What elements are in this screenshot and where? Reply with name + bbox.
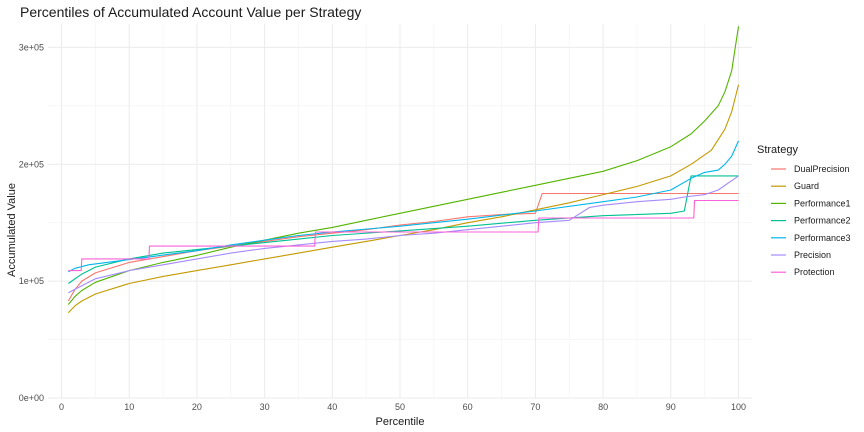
x-axis-title: Percentile [376,416,425,428]
x-tick-label: 80 [598,402,608,412]
legend-label: Performance2 [794,216,851,226]
x-tick-label: 50 [395,402,405,412]
series-layer [67,26,740,314]
series-line-dualprecision [67,192,739,302]
legend-item: Protection [771,267,835,277]
legend-label: Guard [794,181,819,191]
tick-labels: 0 10 20 30 40 50 60 70 80 90 100 0e+00 1e+05 2e+05 3e+… [19,42,746,412]
legend-label: DualPrecision [794,164,850,174]
legend-item: Performance2 [771,216,851,226]
series-line-performance2 [67,175,739,284]
series-line-protection [68,199,739,272]
y-axis-title: Accumulated Value [6,183,18,277]
x-tick-label: 60 [463,402,473,412]
legend-item: DualPrecision [771,164,850,174]
chart-title: Percentiles of Accumulated Account Value… [20,4,362,20]
legend-label: Precision [794,250,831,260]
y-tick-label: 2e+05 [19,159,44,169]
series-line-guard [67,84,740,314]
legend-item: Performance1 [771,198,851,208]
x-tick-label: 100 [731,402,746,412]
x-tick-label: 40 [327,402,337,412]
y-tick-label: 1e+05 [19,276,44,286]
x-tick-label: 30 [260,402,270,412]
legend: Strategy DualPrecision Guard Performance1 Pe… [757,144,851,277]
legend-item: Performance3 [771,233,851,243]
y-tick-label: 3e+05 [19,42,44,52]
grid [48,24,752,399]
legend-label: Performance3 [794,233,851,243]
legend-title: Strategy [757,144,798,156]
legend-item: Precision [771,250,831,260]
x-tick-label: 20 [192,402,202,412]
legend-label: Protection [794,267,835,277]
x-tick-label: 0 [59,402,64,412]
legend-label: Performance1 [794,198,851,208]
x-tick-label: 90 [666,402,676,412]
legend-item: Guard [771,181,819,191]
x-tick-label: 70 [530,402,540,412]
series-line-performance1 [67,26,740,305]
x-tick-label: 10 [124,402,134,412]
y-tick-label: 0e+00 [19,393,44,403]
